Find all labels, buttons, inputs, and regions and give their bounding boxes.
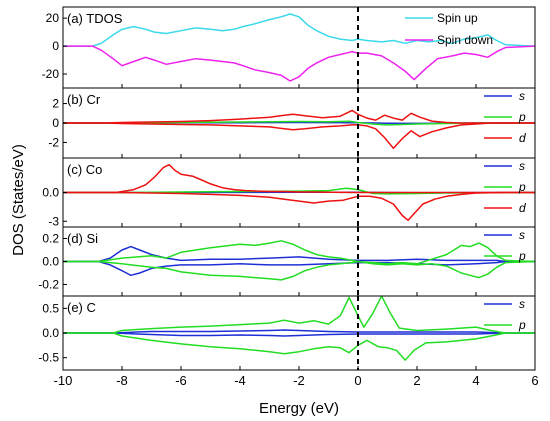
panel-1-series <box>63 109 535 150</box>
y-tick-label: 0.5 <box>42 301 59 315</box>
panel-label: (b) Cr <box>67 92 101 107</box>
legend-label: p <box>518 249 526 263</box>
series-line-d <box>63 163 535 194</box>
x-axis-label: Energy (eV) <box>259 400 339 417</box>
panel-label: (d) Si <box>67 231 98 246</box>
y-tick-label: -2 <box>48 135 59 149</box>
legend-label: p <box>518 110 526 124</box>
panel-frame <box>62 226 536 297</box>
x-tick-label: 6 <box>531 373 538 388</box>
legend-label: s <box>519 228 525 242</box>
y-tick-label: 0 <box>52 116 59 130</box>
y-tick-label: -0.5 <box>38 351 59 365</box>
panel-frame <box>62 295 536 371</box>
series-line-p <box>63 187 535 195</box>
series-line-d-down <box>63 191 535 222</box>
y-tick-label: -20 <box>42 67 60 81</box>
y-tick-label: 0.0 <box>42 326 59 340</box>
y-tick-label: 0.2 <box>42 232 59 246</box>
legend-label: s <box>519 159 525 173</box>
series-line-s <box>63 329 535 334</box>
series-line-d-down <box>63 122 535 150</box>
y-tick-label: 0.0 <box>42 186 59 200</box>
x-tick-label: -8 <box>116 373 128 388</box>
series-line-spin-down <box>63 45 535 82</box>
legend-label: s <box>519 297 525 311</box>
legend-label: d <box>519 201 526 215</box>
x-tick-label: 4 <box>472 373 479 388</box>
legend-label: Spin down <box>437 33 493 47</box>
legend-label: d <box>519 131 526 145</box>
panel-4: 0.5 0.0 -0.5 (e) C sp <box>38 295 536 371</box>
y-axis-label: DOS (States/eV) <box>10 144 27 256</box>
series-line-s <box>63 245 535 263</box>
y-tick-label: -3 <box>48 214 59 228</box>
legend-label: s <box>519 89 525 103</box>
series-line-d <box>63 109 535 124</box>
series-line-s-down <box>63 260 535 277</box>
x-tick-label: -6 <box>175 373 187 388</box>
series-line-p-down <box>63 260 535 281</box>
legend-label: p <box>518 180 526 194</box>
panel-0: 20 0 -20 (a) TDOS Spin up Spin down <box>42 6 536 89</box>
y-tick-label: 0 <box>52 39 59 53</box>
x-tick-label: -10 <box>54 373 73 388</box>
panel-2-series <box>63 163 535 222</box>
x-tick-label: -4 <box>234 373 246 388</box>
y-tick-label: -0.2 <box>38 278 59 292</box>
panel-label: (e) C <box>67 300 96 315</box>
panel-label: (c) Co <box>67 162 102 177</box>
series-line-p-down <box>63 332 535 361</box>
legend-label: Spin up <box>437 11 478 25</box>
y-tick-label: 20 <box>46 11 60 25</box>
y-tick-label: 0.0 <box>42 255 59 269</box>
y-tick-label: 2 <box>52 97 59 111</box>
series-line-p <box>63 240 535 265</box>
panel-0-series <box>63 13 535 82</box>
panel-3-series <box>63 240 535 281</box>
series-line-spin-up <box>63 13 535 47</box>
panel-3: 0.2 0.0 -0.2 (d) Si sp <box>38 226 536 297</box>
panel-label: (a) TDOS <box>67 11 123 26</box>
x-tick-label: 0 <box>354 373 361 388</box>
panel-4-series <box>63 296 535 361</box>
series-line-s-down <box>63 332 535 337</box>
x-tick-label: 2 <box>413 373 420 388</box>
series-line-p <box>63 296 535 334</box>
legend-label: p <box>518 318 526 332</box>
series-line-p <box>63 120 535 126</box>
panel-1: 2 0 -2 (b) Cr spd <box>48 87 536 159</box>
x-tick-label: -2 <box>293 373 305 388</box>
panel-2: 0.0 -3 (c) Co spd <box>42 157 536 228</box>
